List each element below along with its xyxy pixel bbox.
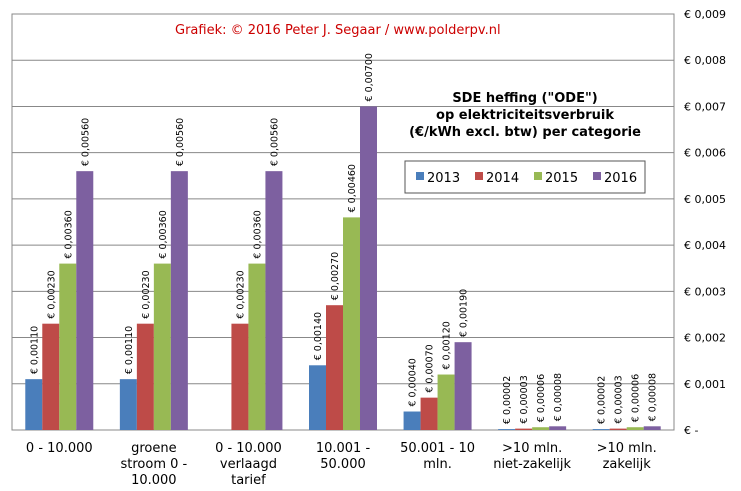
- data-label: € 0,00360: [63, 210, 74, 258]
- bar: [498, 429, 516, 430]
- category-label: tarief: [231, 473, 266, 488]
- title-line: SDE heffing ("ODE"): [452, 91, 597, 106]
- legend-swatch: [416, 172, 424, 180]
- data-label: € 0,00008: [648, 373, 659, 421]
- bar: [343, 217, 360, 430]
- legend-swatch: [475, 172, 483, 180]
- category-label: 0 - 10.000: [215, 441, 282, 456]
- bar: [454, 342, 472, 430]
- category-label: verlaagd: [220, 457, 277, 472]
- y-tick-label: € 0,002: [684, 332, 726, 345]
- bar: [265, 171, 283, 430]
- legend-swatch: [593, 172, 601, 180]
- y-axis-ticks: € - € 0,001 € 0,002 € 0,003 € 0,004 € 0,005 € …: [684, 8, 726, 437]
- y-tick-label: € 0,005: [684, 193, 726, 206]
- y-tick-label: € 0,001: [684, 378, 726, 391]
- category-label: >10 mln.: [597, 441, 657, 456]
- bars: [25, 106, 661, 430]
- legend-label: 2014: [486, 171, 519, 186]
- credit-text: Grafiek: © 2016 Peter J. Segaar / www.po…: [175, 23, 501, 38]
- data-label: € 0,00008: [553, 373, 564, 421]
- y-tick-label: € 0,007: [684, 100, 726, 113]
- bar: [59, 263, 77, 430]
- data-label: € 0,00110: [124, 326, 135, 374]
- data-label: € 0,00360: [252, 210, 263, 258]
- data-label: € 0,00120: [442, 321, 453, 369]
- category-label: 0 - 10.000: [26, 441, 93, 456]
- bar: [326, 305, 343, 430]
- data-label: € 0,00360: [158, 210, 169, 258]
- legend: 2013 2014 2015 2016: [404, 160, 646, 194]
- data-label: € 0,00190: [459, 289, 470, 337]
- y-tick-label: € 0,006: [684, 147, 726, 160]
- category-label: zakelijk: [603, 457, 652, 472]
- legend-box: [404, 160, 646, 194]
- data-labels: € 0,00110 € 0,00230 € 0,00360 € 0,00560 € 0,…: [29, 53, 658, 424]
- category-label: 10.001 -: [316, 441, 371, 456]
- legend-label: 2013: [427, 171, 460, 186]
- bar: [549, 426, 567, 430]
- bar: [592, 429, 610, 430]
- category-label: 10.000: [131, 473, 177, 488]
- data-label: € 0,00003: [519, 375, 530, 423]
- data-label: € 0,00700: [364, 53, 375, 101]
- category-label: niet-zakelijk: [493, 457, 571, 472]
- data-label: € 0,00270: [330, 252, 341, 300]
- data-label: € 0,00560: [269, 118, 280, 166]
- title-line: op elektriciteitsverbruik: [436, 108, 614, 123]
- bar: [420, 397, 438, 430]
- bar: [76, 171, 94, 430]
- bar: [609, 428, 627, 430]
- data-label: € 0,00230: [46, 270, 57, 318]
- bar: [231, 323, 249, 430]
- bar: [119, 379, 137, 430]
- legend-swatch: [534, 172, 542, 180]
- data-label: € 0,00006: [631, 374, 642, 422]
- category-label: mln.: [423, 457, 452, 472]
- category-label: 50.000: [320, 457, 366, 472]
- category-label: stroom 0 -: [120, 457, 187, 472]
- y-tick-label: € 0,008: [684, 54, 726, 67]
- bar: [360, 106, 377, 430]
- legend-label: 2015: [545, 171, 578, 186]
- bar: [437, 374, 455, 430]
- category-label: groene: [131, 441, 177, 456]
- bar: [170, 171, 188, 430]
- category-label: 50.001 - 10: [400, 441, 475, 456]
- bar: [532, 427, 550, 430]
- data-label: € 0,00003: [614, 375, 625, 423]
- bar: [643, 426, 661, 430]
- data-label: € 0,00460: [347, 164, 358, 212]
- data-label: € 0,00230: [141, 270, 152, 318]
- y-tick-label: € 0,004: [684, 239, 726, 252]
- legend-label: 2016: [604, 171, 637, 186]
- data-label: € 0,00560: [80, 118, 91, 166]
- data-label: € 0,00230: [235, 270, 246, 318]
- bar: [515, 428, 533, 430]
- y-tick-label: € 0,003: [684, 285, 726, 298]
- data-label: € 0,00002: [597, 376, 608, 424]
- bar: [626, 427, 644, 430]
- data-label: € 0,00140: [313, 312, 324, 360]
- bar: [42, 323, 60, 430]
- y-tick-label: € -: [684, 424, 698, 437]
- data-label: € 0,00002: [502, 376, 513, 424]
- bar: [403, 411, 421, 430]
- title-line: (€/kWh excl. btw) per categorie: [409, 125, 641, 140]
- data-label: € 0,00070: [425, 344, 436, 392]
- y-tick-label: € 0,009: [684, 8, 726, 21]
- category-label: >10 mln.: [502, 441, 562, 456]
- bar: [248, 263, 266, 430]
- bar: [153, 263, 171, 430]
- data-label: € 0,00110: [29, 326, 40, 374]
- data-label: € 0,00560: [175, 118, 186, 166]
- bar: [309, 365, 326, 430]
- data-label: € 0,00006: [536, 374, 547, 422]
- bar: [136, 323, 154, 430]
- chart-title: SDE heffing ("ODE") op elektriciteitsverb…: [409, 91, 641, 140]
- bar: [25, 379, 43, 430]
- data-label: € 0,00040: [408, 358, 419, 406]
